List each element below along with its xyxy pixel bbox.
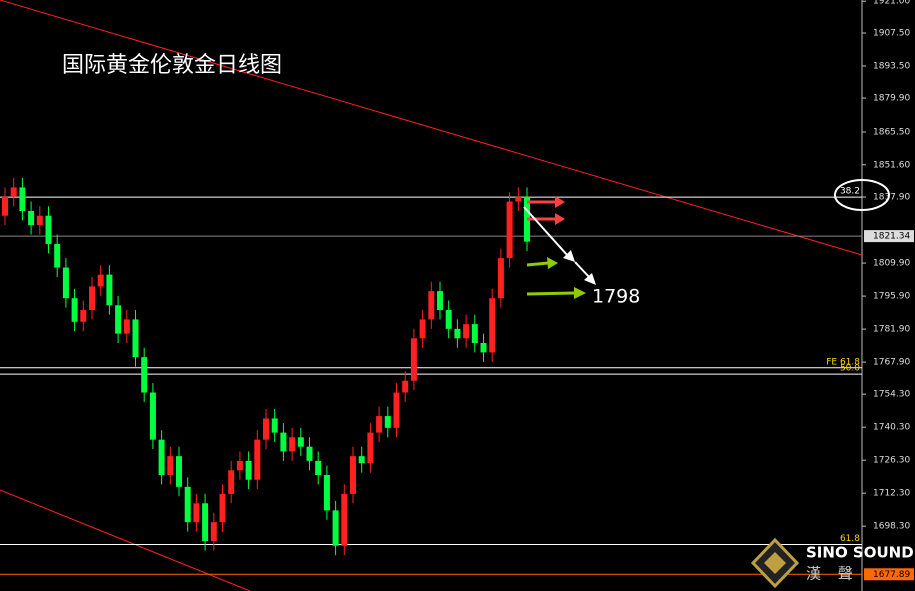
candle-body: [393, 392, 400, 428]
y-tick-label: 1865.50: [873, 128, 910, 138]
level-label: 1677.89: [873, 570, 910, 580]
candle-body: [10, 187, 17, 197]
candle-body: [141, 357, 148, 393]
y-tick-label: 1767.90: [873, 358, 910, 368]
candle-body: [54, 243, 61, 268]
candle-body: [45, 215, 52, 244]
y-tick-label: 1879.90: [873, 94, 910, 104]
candle-body: [80, 309, 87, 322]
y-tick-label: 1893.50: [873, 62, 910, 72]
candle-body: [280, 432, 287, 452]
y-tick-label: 1781.90: [873, 325, 910, 335]
candle-body: [176, 456, 182, 487]
candle-body: [132, 319, 139, 358]
candle-body: [236, 460, 243, 471]
candle-body: [71, 298, 78, 322]
y-tick-label: 1740.30: [873, 423, 910, 433]
candle-body: [115, 305, 122, 334]
candle-body: [254, 439, 261, 480]
chart-title: 国际黄金伦敦金日线图: [62, 53, 282, 78]
candle-body: [419, 319, 426, 339]
candle-body: [184, 486, 191, 523]
y-tick-label: 1698.30: [873, 522, 910, 532]
candle-body: [62, 267, 69, 299]
candle-body: [123, 319, 130, 334]
candle-body: [332, 510, 339, 546]
level-label: 61.8: [840, 534, 860, 544]
y-tick-label: 1809.90: [873, 259, 910, 269]
arrows: [523, 196, 596, 299]
candle-body: [350, 456, 356, 494]
price-tag: [864, 230, 914, 243]
level-label: FE 61.8: [826, 357, 860, 367]
candle-body: [271, 418, 278, 433]
candle-body: [19, 187, 26, 211]
candle-body: [245, 460, 252, 480]
candle-body: [289, 437, 296, 452]
candle-body: [97, 274, 104, 287]
candle-body: [106, 274, 113, 306]
candle-body: [210, 522, 217, 542]
candle-body: [158, 439, 165, 476]
y-tick-label: 1754.30: [873, 390, 910, 400]
candle-body: [506, 201, 513, 259]
brand: SINO SOUND: [806, 544, 914, 562]
candle-body: [149, 392, 156, 440]
candle-body: [202, 503, 209, 542]
candle-body: [36, 215, 43, 226]
candle-body: [437, 291, 443, 310]
level-label: 38.2: [840, 187, 860, 197]
candle-body: [384, 416, 391, 428]
candle-body: [167, 456, 174, 476]
target-label: 1798: [592, 286, 640, 308]
candle-body: [263, 418, 269, 440]
candle-body: [228, 470, 235, 494]
candle-body: [323, 475, 330, 511]
candle-body: [410, 338, 417, 381]
candle-body: [428, 291, 435, 320]
candle-body: [89, 286, 95, 310]
candle-body: [341, 493, 348, 546]
y-tick-label: 1907.50: [873, 29, 910, 39]
logo: SINO SOUND 漢 聲: [750, 537, 914, 589]
candle-body: [402, 380, 409, 393]
candle-body: [463, 324, 470, 339]
trend-line: [0, 0, 863, 256]
level-label: 50.0: [840, 364, 860, 374]
y-tick-label: 1726.30: [873, 456, 910, 466]
candle-body: [445, 309, 452, 329]
highlight-circle: [834, 179, 890, 211]
candle-body: [193, 503, 200, 523]
level-label: 1821.34: [873, 232, 910, 242]
y-tick-label: 1712.30: [873, 489, 910, 499]
candle-body: [480, 343, 487, 353]
candle-body: [376, 416, 383, 433]
candle-body: [358, 456, 365, 464]
candle-body: [489, 298, 496, 353]
brand-sub: 漢 聲: [806, 565, 859, 583]
price-tag: [864, 568, 914, 581]
candle-body: [297, 437, 304, 447]
candle-body: [315, 460, 322, 476]
candle-body: [497, 258, 504, 299]
candle-body: [367, 432, 374, 464]
candle-body: [306, 446, 313, 461]
candle-body: [28, 210, 35, 226]
candle-body: [515, 196, 522, 202]
candle-body: [471, 324, 478, 344]
candle-body: [219, 493, 226, 523]
y-tick-label: 1851.60: [873, 160, 910, 170]
y-tick-label: 1795.90: [873, 292, 910, 302]
y-tick-label: 1921.00: [873, 0, 910, 7]
candle-body: [2, 196, 8, 216]
candle-body: [454, 328, 461, 339]
y-tick-label: 1837.90: [873, 193, 910, 203]
